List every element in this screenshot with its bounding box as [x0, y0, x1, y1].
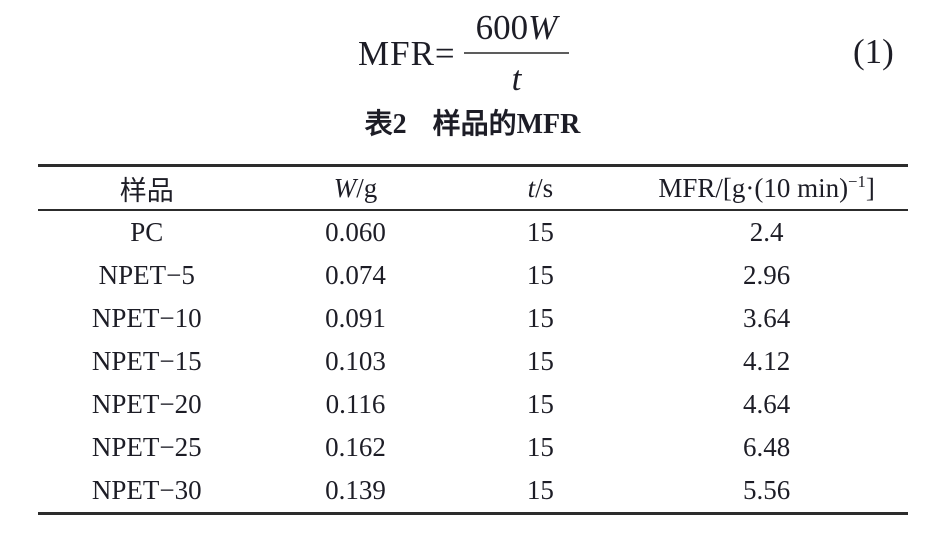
sample-cell: NPET−10	[91, 303, 202, 333]
header-sample: 样品	[119, 175, 174, 206]
t-cell: 15	[526, 389, 554, 419]
header-mfr-exponent: −1	[848, 171, 866, 191]
sample-cell: NPET−5	[98, 260, 195, 290]
header-w: W/g	[256, 166, 456, 211]
equation-1: MFR= 600W t (1)	[0, 8, 945, 100]
w-cell: 0.091	[325, 303, 386, 333]
t-cell: 15	[526, 303, 554, 333]
w-cell: 0.162	[325, 432, 386, 462]
table-row: NPET−20 0.116 15 4.64	[38, 383, 908, 426]
table-row: NPET−30 0.139 15 5.56	[38, 469, 908, 514]
table-row: NPET−15 0.103 15 4.12	[38, 340, 908, 383]
table-header-row: 样品 W/g t/s MFR/[g·(10 min)−1]	[38, 166, 908, 211]
sample-cell: PC	[130, 217, 164, 247]
w-cell: 0.103	[325, 346, 386, 376]
t-cell: 15	[526, 432, 554, 462]
header-t-unit: /s	[535, 172, 554, 203]
equation-body: MFR= 600W t	[358, 8, 570, 98]
w-cell: 0.060	[325, 217, 386, 247]
mfr-cell: 2.4	[749, 217, 784, 247]
sample-cell: NPET−25	[91, 432, 202, 462]
equation-lhs: MFR=	[358, 33, 456, 73]
header-t: t/s	[456, 166, 626, 211]
numerator-coefficient: 600	[475, 8, 529, 47]
header-mfr-prefix: MFR/[g·(10 min)	[658, 172, 849, 203]
w-cell: 0.074	[325, 260, 386, 290]
mfr-cell: 3.64	[742, 303, 791, 333]
mfr-cell: 4.12	[742, 346, 791, 376]
table-row: NPET−10 0.091 15 3.64	[38, 297, 908, 340]
mfr-cell: 4.64	[742, 389, 791, 419]
table-caption-label: 表2	[364, 109, 407, 140]
table-row: NPET−25 0.162 15 6.48	[38, 426, 908, 469]
header-mfr-suffix: ]	[865, 172, 875, 203]
sample-cell: NPET−15	[91, 346, 202, 376]
numerator-variable: W	[528, 8, 558, 47]
t-cell: 15	[526, 346, 554, 376]
equation-number: (1)	[853, 32, 894, 71]
table-row: PC 0.060 15 2.4	[38, 210, 908, 254]
sample-cell: NPET−20	[91, 389, 202, 419]
table-row: NPET−5 0.074 15 2.96	[38, 254, 908, 297]
fraction-denominator: t	[511, 59, 522, 98]
mfr-cell: 2.96	[742, 260, 791, 290]
sample-cell: NPET−30	[91, 475, 202, 505]
table-caption-title: 样品的MFR	[432, 109, 581, 140]
t-cell: 15	[526, 217, 554, 247]
table-caption: 表2 样品的MFR	[0, 106, 945, 144]
mfr-data-table: 样品 W/g t/s MFR/[g·(10 min)−1] PC 0.060 1…	[38, 164, 908, 515]
header-mfr: MFR/[g·(10 min)−1]	[625, 166, 908, 211]
mfr-cell: 6.48	[742, 432, 791, 462]
fraction-numerator: 600W	[463, 8, 570, 54]
header-t-variable: t	[527, 172, 536, 203]
header-w-variable: W	[333, 172, 357, 203]
t-cell: 15	[526, 475, 554, 505]
t-cell: 15	[526, 260, 554, 290]
header-w-unit: /g	[356, 172, 378, 203]
w-cell: 0.139	[325, 475, 386, 505]
equation-fraction: 600W t	[463, 8, 570, 98]
mfr-cell: 5.56	[742, 475, 791, 505]
w-cell: 0.116	[325, 389, 386, 419]
